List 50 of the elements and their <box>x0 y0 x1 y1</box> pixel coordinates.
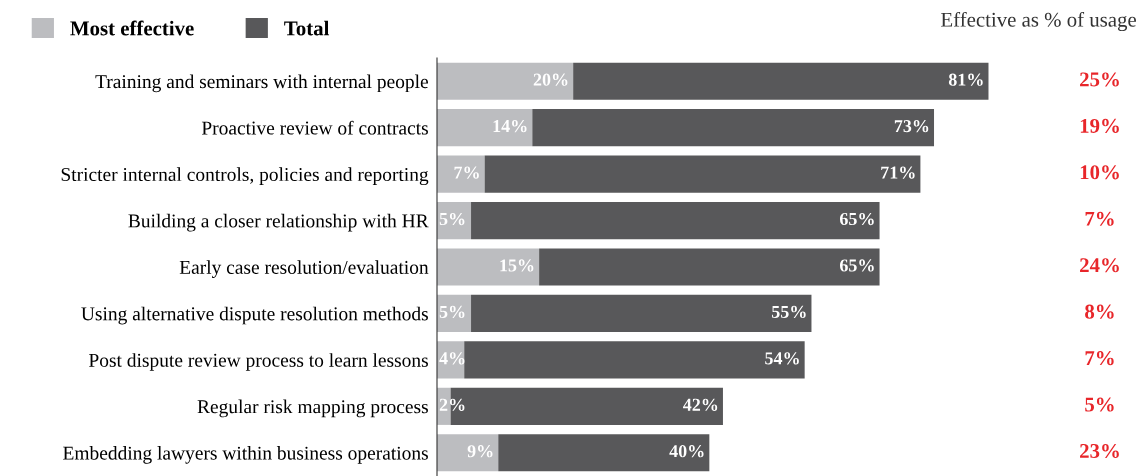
total-label: 55% <box>771 305 806 319</box>
bar <box>437 109 533 147</box>
bar <box>437 62 574 100</box>
text: Effective as % of usage <box>941 11 1136 32</box>
bar <box>437 434 499 472</box>
bar <box>471 201 880 240</box>
bar <box>437 155 485 193</box>
y-tick-label: Building a closer relationship with HR <box>128 213 429 232</box>
bar <box>484 155 921 193</box>
data-label: 5% <box>439 305 465 319</box>
total-label: 71% <box>881 166 915 179</box>
text: 19% <box>1080 118 1119 133</box>
total-label: 65% <box>839 212 874 226</box>
data-label: 20% <box>533 73 568 86</box>
y-tick-label: Embedding lawyers within business operations <box>63 446 428 464</box>
text: 10% <box>1080 165 1119 180</box>
data-label: 14% <box>493 120 527 133</box>
data-label: 15% <box>500 259 534 272</box>
total-label: 42% <box>683 398 718 411</box>
total-label: 65% <box>839 259 874 272</box>
text: 7% <box>1085 351 1114 366</box>
legend-label: Total <box>284 20 330 36</box>
text: 8% <box>1085 304 1114 319</box>
total-label: 73% <box>894 120 929 133</box>
bar <box>573 62 989 100</box>
total-label: 40% <box>669 445 704 458</box>
text: 5% <box>1085 397 1114 412</box>
data-label: 5% <box>439 212 465 226</box>
y-tick-label: Stricter internal controls, policies and reporting <box>61 167 429 186</box>
text: 25% <box>1080 72 1119 87</box>
bar <box>471 294 812 333</box>
data-label: 9% <box>467 445 493 458</box>
data-label: 7% <box>454 166 479 179</box>
bar <box>539 248 880 286</box>
bar <box>464 341 805 379</box>
bar <box>532 109 935 147</box>
total-label: 81% <box>948 73 983 86</box>
y-tick-label: Proactive review of contracts <box>201 120 428 135</box>
total-label: 54% <box>765 352 799 365</box>
bar <box>437 248 540 286</box>
bar <box>498 434 710 472</box>
text: 24% <box>1080 258 1119 273</box>
legend-label: Most effective <box>70 20 194 36</box>
y-tick-label: Post dispute review process to learn lessons <box>88 353 428 371</box>
text: 7% <box>1085 211 1114 226</box>
y-tick-label: Training and seminars with internal people <box>95 74 428 93</box>
y-tick-label: Early case resolution/evaluation <box>179 260 429 278</box>
y-tick-label: Regular risk mapping process <box>197 399 428 418</box>
text: 23% <box>1080 443 1119 459</box>
y-tick-label: Using alternative dispute resolution methods <box>81 306 428 325</box>
